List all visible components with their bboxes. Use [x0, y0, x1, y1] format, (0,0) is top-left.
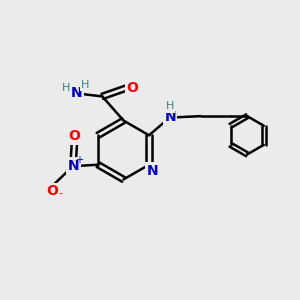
Text: H: H	[62, 82, 70, 93]
Text: O: O	[126, 81, 138, 94]
Text: O: O	[68, 129, 80, 143]
Text: N: N	[164, 110, 176, 124]
Text: N: N	[147, 164, 158, 178]
Text: O: O	[46, 184, 58, 198]
Text: H: H	[81, 80, 90, 90]
Text: -: -	[58, 188, 62, 198]
Text: N: N	[70, 86, 82, 100]
Text: +: +	[76, 155, 83, 165]
Text: N: N	[68, 159, 80, 172]
Text: H: H	[166, 101, 174, 111]
